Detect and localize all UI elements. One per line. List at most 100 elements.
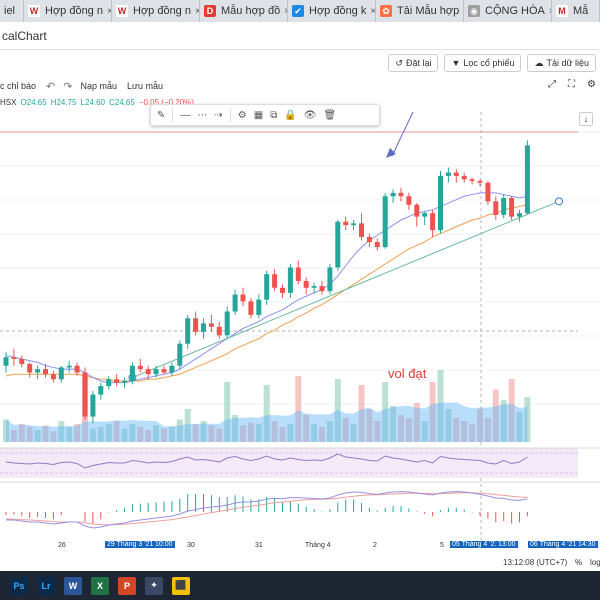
candle-body	[50, 374, 56, 380]
redo-icon[interactable]: ↷	[63, 80, 73, 93]
candle-body	[319, 286, 325, 292]
settings-icon[interactable]: ⚙	[587, 79, 596, 90]
time-tick-label: 30	[187, 542, 195, 549]
browser-tab[interactable]: iel	[0, 0, 24, 22]
price-chart[interactable]	[0, 112, 600, 540]
rsi-line	[5, 453, 528, 469]
browser-tab[interactable]: ✔ Hợp đồng k ×	[288, 0, 376, 22]
status-bar: 13:12:08 (UTC+7) % log	[0, 555, 600, 571]
dotted-line-icon[interactable]: ⋯	[197, 109, 208, 121]
candle-body	[327, 267, 333, 292]
volume-bar	[421, 421, 428, 442]
reset-button[interactable]: ↺ Đặt lại	[388, 54, 439, 72]
trash-icon[interactable]: 🗑	[323, 109, 337, 121]
powerpoint-icon[interactable]: P	[118, 576, 136, 595]
log-toggle[interactable]: log	[590, 558, 600, 567]
lightroom-icon[interactable]: Lr	[37, 576, 55, 595]
browser-tab[interactable]: ✿Tải Mẫu hợp×	[376, 0, 464, 22]
tab-close-icon[interactable]: ×	[284, 6, 287, 17]
tab-label: Tải Mẫu hợp	[397, 5, 460, 17]
volume-bar	[145, 430, 152, 442]
candle-body	[390, 192, 396, 197]
photoshop-icon[interactable]: Ps	[10, 576, 28, 595]
chart-app-icon[interactable]: ⬛	[172, 576, 190, 595]
candle-body	[145, 369, 151, 375]
chart-toolbar: c chỉ báo ↶ ↷ Nạp mẫu Lưu mẫu	[0, 76, 600, 96]
tab-favicon-icon: ✿	[380, 5, 392, 17]
candle-body	[422, 213, 428, 217]
volume-bar	[26, 427, 33, 442]
undo-icon[interactable]: ↶	[46, 80, 56, 93]
volume-bar	[350, 424, 357, 442]
candle-body	[501, 197, 507, 215]
time-tick-label: 31	[255, 542, 263, 549]
macd-line	[6, 491, 528, 529]
volume-bar	[445, 409, 452, 442]
tab-close-icon[interactable]: ×	[549, 6, 551, 17]
template-icon[interactable]: ▦	[253, 109, 264, 121]
candle-body	[106, 379, 112, 387]
volume-annotation: vol đạt	[388, 366, 427, 381]
line-style-icon[interactable]: —	[180, 109, 191, 121]
arrow-line-icon[interactable]: ⇢	[214, 109, 223, 121]
tab-close-icon[interactable]: ×	[370, 5, 376, 17]
candle-body	[382, 196, 388, 248]
word-icon[interactable]: W	[64, 576, 82, 595]
tab-close-icon[interactable]: ×	[107, 6, 111, 17]
volume-bar	[240, 425, 246, 442]
time-tick-label: 5	[440, 542, 444, 549]
gear-icon[interactable]: ⚙	[237, 109, 247, 121]
browser-tab[interactable]: W Hợp đồng n ×	[112, 0, 200, 22]
candle-body	[280, 287, 285, 293]
fullscreen-icon[interactable]: ⛶	[568, 79, 576, 90]
candle-body	[185, 318, 191, 344]
volume-bar	[216, 428, 223, 442]
tab-label: iel	[4, 5, 16, 17]
time-tick-label: 05 Tháng 4 '21	[450, 541, 501, 548]
volume-bar	[366, 409, 373, 442]
load-template-button[interactable]: Nạp mẫu	[80, 81, 117, 91]
candle-body	[343, 221, 349, 226]
time-tick-label: 13:00	[496, 541, 518, 548]
eye-icon[interactable]: 👁	[303, 109, 317, 121]
volume-bar	[524, 397, 531, 442]
browser-tab[interactable]: M Mẫ	[552, 0, 600, 22]
copy-icon[interactable]: ⧉	[270, 109, 278, 121]
tab-close-icon[interactable]: ×	[195, 6, 199, 17]
pencil-icon[interactable]: ✎	[157, 109, 166, 121]
candle-body	[90, 394, 96, 417]
reset-icon: ↺	[395, 57, 403, 68]
time-tick-label: 2	[373, 542, 377, 549]
volume-bar	[18, 424, 25, 442]
fit-screen-icon[interactable]: ⤢	[548, 79, 557, 90]
browser-tab[interactable]: D Mẫu hợp đồ×	[200, 0, 288, 22]
candle-body	[208, 323, 214, 327]
indicators-button[interactable]: c chỉ báo	[0, 81, 37, 91]
download-data-button[interactable]: ☁ Tải dữ liệu	[527, 54, 596, 72]
volume-bar	[255, 424, 262, 442]
button-label: Đặt lại	[405, 58, 432, 68]
scroll-to-latest-button[interactable]: ↓	[579, 112, 593, 126]
volume-bar	[34, 430, 41, 442]
volume-bar	[58, 421, 65, 442]
candle-body	[469, 179, 475, 182]
candle-body	[287, 267, 293, 293]
candle-body	[114, 379, 120, 383]
annotation-arrow	[391, 112, 414, 157]
toolbar-divider	[172, 108, 174, 122]
save-template-button[interactable]: Lưu mẫu	[127, 81, 164, 91]
candle-body	[493, 201, 499, 215]
lock-icon[interactable]: 🔒	[284, 109, 297, 121]
candle-body	[122, 380, 127, 383]
browser-tab[interactable]: ◉ CỘNG HÒA ×	[464, 0, 552, 22]
stock-filter-button[interactable]: ▼ Lọc cổ phiếu	[444, 54, 522, 72]
candle-body	[129, 365, 135, 381]
app-blue-icon[interactable]: ✦	[145, 576, 163, 595]
excel-icon[interactable]: X	[91, 576, 109, 595]
percent-toggle[interactable]: %	[575, 558, 583, 567]
browser-tab[interactable]: W Hợp đồng n ×	[24, 0, 112, 22]
change-value: −0.05 (−0.20%)	[138, 98, 194, 107]
candle-body	[216, 326, 222, 336]
volume-bar	[334, 379, 341, 442]
candle-body	[58, 367, 64, 380]
